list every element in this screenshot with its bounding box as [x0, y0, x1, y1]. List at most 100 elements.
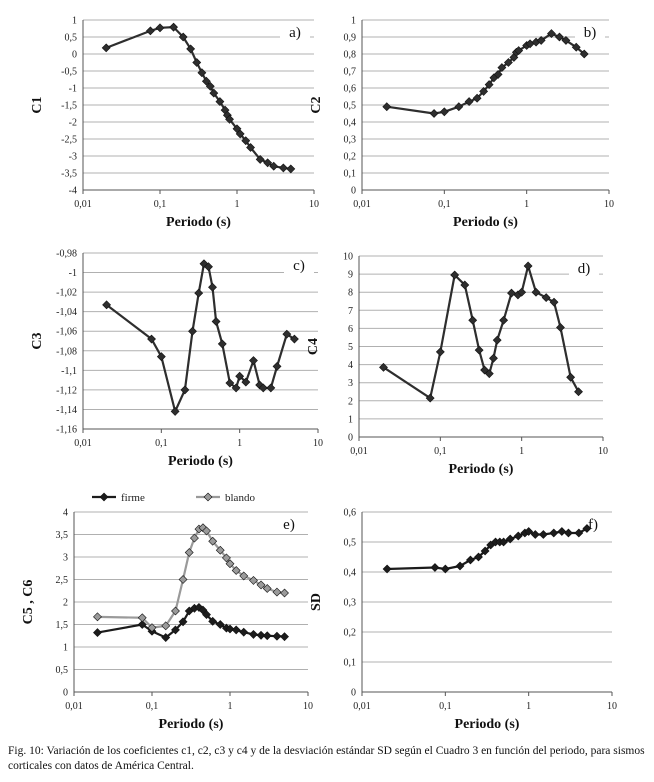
data-point: [517, 287, 527, 297]
x-tick-label: 1: [237, 438, 242, 449]
x-tick-label: 0,1: [439, 701, 452, 712]
y-tick-label: -1,16: [56, 425, 77, 436]
y-tick-label: -1,08: [56, 346, 77, 357]
y-tick-label: -1,5: [61, 101, 77, 112]
data-point: [282, 329, 292, 339]
panel-label-box: [575, 22, 605, 42]
y-axis-title: SD: [309, 593, 324, 611]
data-point: [465, 555, 475, 565]
data-point: [507, 288, 516, 298]
series-line: [386, 32, 585, 115]
data-point: [547, 29, 556, 39]
panel-label: f): [588, 517, 598, 533]
y-tick-label: -1,02: [56, 288, 77, 299]
data-point: [225, 378, 235, 388]
data-point: [194, 288, 204, 298]
data-point: [255, 154, 265, 164]
data-point: [231, 625, 241, 635]
y-axis-title: C4: [306, 338, 321, 355]
data-point: [541, 293, 551, 303]
x-axis-title: Periodo (s): [159, 717, 224, 732]
data-point: [435, 347, 445, 357]
series-line: [387, 527, 588, 571]
data-point: [93, 612, 102, 622]
y-tick-label: 0,4: [344, 118, 357, 129]
y-tick-label: -0,98: [56, 249, 77, 260]
chart-panel-e: 4 3,5 3 2,5 2 1,5 1 0,5 0 0,01 0,1 1 10 Periodo (s) C5…: [21, 492, 313, 732]
data-point: [184, 548, 194, 557]
y-tick-label: -1: [69, 268, 77, 279]
data-point: [266, 383, 276, 393]
data-point: [249, 575, 258, 585]
y-tick-label: 0,3: [344, 598, 357, 609]
panel-label-box: [280, 22, 310, 42]
data-point: [147, 623, 157, 633]
data-point: [499, 315, 509, 325]
data-point: [538, 530, 548, 539]
chart-panel-f: 0,6 0,5 0,4 0,3 0,2 0,1 0 0,01 0,1 1 10 Periodo (s)…: [309, 508, 617, 733]
data-point: [137, 620, 147, 629]
data-point: [186, 44, 196, 54]
data-point: [566, 372, 576, 382]
chart-panel-c: -0,98 -1 -1,02 -1,04 -1,06 -1,08 -1,1 -1,12 -1,1…: [30, 249, 323, 470]
data-point: [549, 528, 559, 538]
x-tick-label: 10: [598, 446, 608, 457]
data-point: [464, 97, 474, 107]
series-data: [382, 29, 589, 118]
data-point: [269, 161, 279, 171]
data-point: [178, 617, 188, 627]
y-tick-label: 3: [63, 553, 68, 564]
panel-label: e): [283, 517, 295, 533]
data-point: [263, 158, 273, 168]
x-tick-label: 10: [309, 199, 319, 210]
data-point: [484, 369, 494, 379]
x-tick-label: 0,1: [155, 438, 168, 449]
y-tick-label: 0,8: [344, 50, 357, 61]
y-axis-title: C2: [309, 96, 324, 113]
y-tick-label: 0: [351, 688, 356, 699]
data-point: [280, 632, 289, 642]
x-tick-label: 10: [607, 701, 617, 712]
data-point: [211, 317, 221, 326]
data-point: [513, 531, 523, 541]
data-point: [286, 164, 296, 174]
data-point: [222, 553, 231, 563]
panel-label: b): [584, 25, 597, 41]
y-tick-label: 1: [72, 16, 77, 27]
data-point: [523, 261, 533, 271]
data-point: [536, 35, 546, 45]
legend-marker: [203, 492, 213, 502]
y-tick-label: 0,5: [344, 538, 357, 549]
data-point: [492, 335, 502, 345]
x-tick-label: 0,1: [434, 446, 447, 457]
y-axis-title: C1: [30, 96, 45, 113]
x-axis-title: Periodo (s): [455, 717, 520, 732]
x-tick-label: 1: [228, 701, 233, 712]
y-tick-label: -1,04: [56, 307, 77, 318]
y-tick-label: 9: [348, 270, 353, 281]
x-tick-label: 10: [303, 701, 313, 712]
data-point: [241, 136, 251, 146]
y-tick-label: 2: [63, 598, 68, 609]
y-tick-label: -1,14: [56, 405, 77, 416]
data-point: [382, 102, 392, 112]
data-point: [249, 629, 258, 639]
data-point: [202, 526, 211, 536]
x-axis-title: Periodo (s): [166, 215, 231, 230]
data-point: [235, 129, 245, 139]
data-point: [145, 26, 155, 36]
y-tick-label: 8: [348, 288, 353, 299]
data-point: [531, 287, 541, 297]
data-point: [225, 559, 235, 569]
y-tick-label: 3: [348, 378, 353, 389]
panel-label-box: [569, 258, 599, 278]
data-point: [479, 86, 489, 96]
data-point: [161, 621, 171, 631]
data-point: [379, 362, 388, 372]
y-tick-label: -4: [69, 186, 77, 197]
data-point: [382, 564, 392, 574]
y-tick-label: -0,5: [61, 67, 77, 78]
y-tick-label: 0,4: [344, 568, 357, 579]
y-tick-label: -2: [69, 118, 77, 129]
y-tick-label: -1,06: [56, 327, 77, 338]
